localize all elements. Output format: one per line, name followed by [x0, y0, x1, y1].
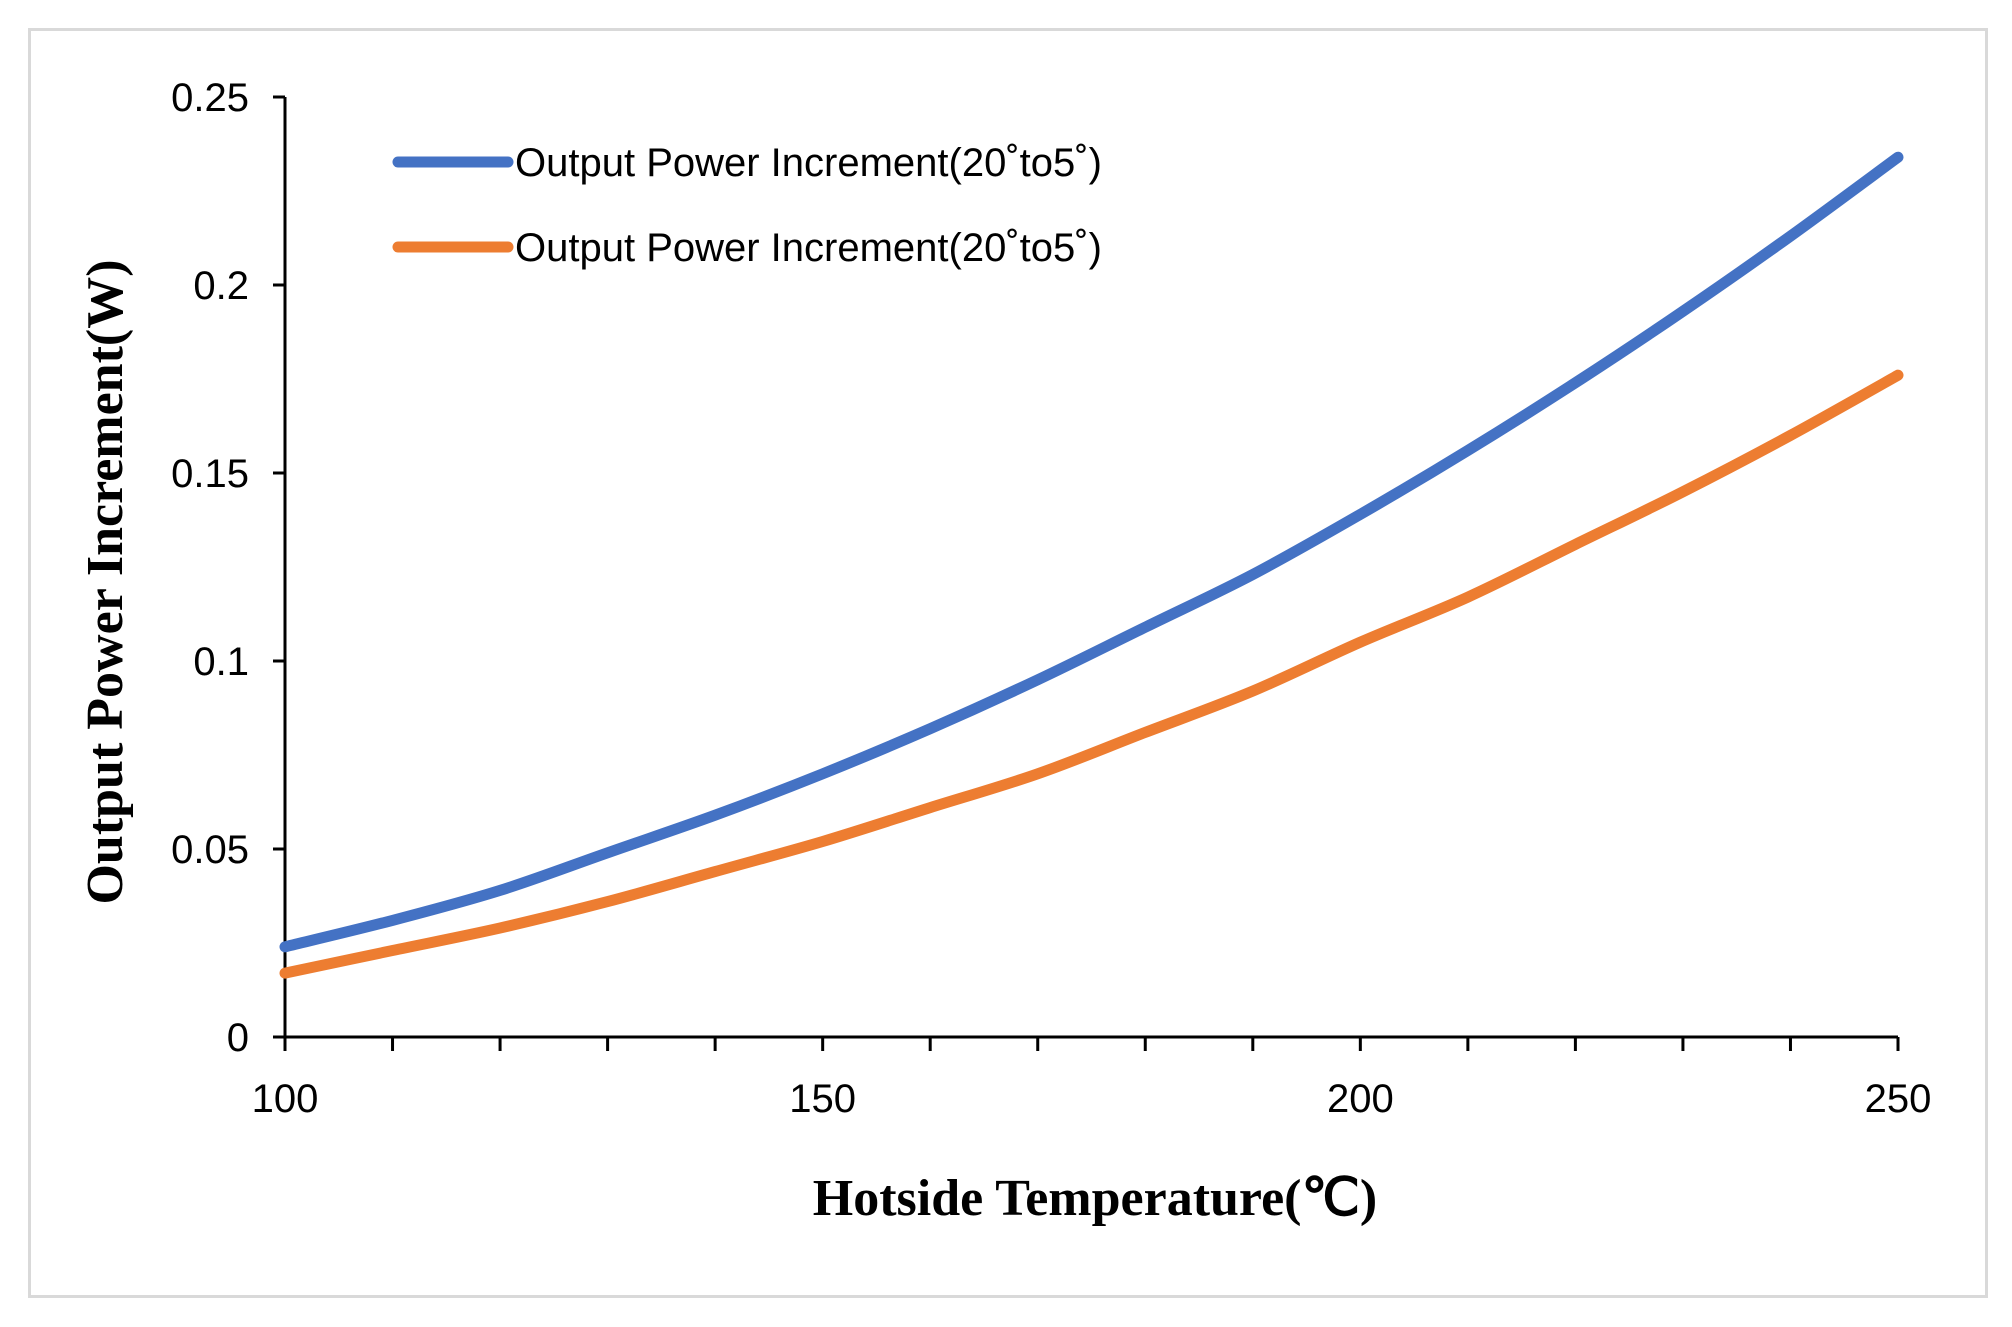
y-tick-label: 0.05: [171, 828, 249, 872]
series-lines: [279, 151, 1904, 979]
x-tick-label: 100: [252, 1077, 319, 1121]
series-line-2: [279, 369, 1904, 979]
y-tick-label: 0: [227, 1016, 249, 1060]
legend-label-2: Output Power Increment(20˚to5˚): [515, 226, 1102, 270]
y-tick-label: 0.15: [171, 452, 249, 496]
x-axis-title: Hotside Temperature(℃): [813, 1170, 1377, 1227]
series-line-1: [279, 151, 1904, 953]
x-tick-label: 250: [1865, 1077, 1932, 1121]
x-tick-label: 150: [789, 1077, 856, 1121]
y-axis-ticks: 0 0.05 0.1 0.15 0.2 0.25: [171, 76, 285, 1060]
legend: Output Power Increment(20˚to5˚) Output P…: [392, 141, 1102, 270]
x-tick-label: 200: [1327, 1077, 1394, 1121]
y-tick-label: 0.25: [171, 76, 249, 120]
chart-frame: [28, 28, 1988, 1298]
y-axis-title: Output Power Increment(W): [77, 259, 134, 904]
y-tick-label: 0.1: [193, 640, 249, 684]
y-tick-label: 0.2: [193, 264, 249, 308]
legend-label-1: Output Power Increment(20˚to5˚): [515, 141, 1102, 185]
x-axis-ticks: 100 150 200 250: [252, 1037, 1932, 1121]
